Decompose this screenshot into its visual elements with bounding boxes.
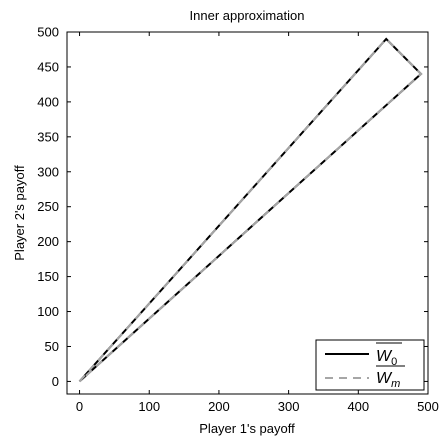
y-axis-label: Player 2's payoff [12,165,27,261]
x-tick-label: 200 [208,399,230,414]
axis-ticks: 0 100 200 300 400 500 0 50 100 150 200 250 300 350 400… [37,25,439,415]
y-tick-label: 350 [37,129,59,144]
y-tick-label: 450 [37,59,59,74]
y-tick-label: 300 [37,164,59,179]
x-axis-label: Player 1's payoff [199,421,295,436]
x-tick-label: 100 [138,399,160,414]
legend-label-wm-main: W [376,370,393,387]
series-line-wm [78,37,423,383]
legend-label-w0-sub: 0 [391,356,397,368]
y-tick-label: 0 [52,374,59,389]
series-group [78,37,423,383]
legend-label-w0: W0 [376,348,397,368]
legend-label-w0-main: W [376,348,393,365]
y-tick-label: 100 [37,304,59,319]
y-tick-label: 150 [37,269,59,284]
series-line-w0 [78,37,423,383]
y-tick-label: 400 [37,94,59,109]
y-tick-label: 250 [37,199,59,214]
y-tick-label: 200 [37,234,59,249]
legend: W0 Wm [315,339,425,391]
legend-label-wm-sub: m [391,378,400,390]
y-tick-label: 50 [45,339,59,354]
plot-frame [66,31,429,395]
legend-label-wm: Wm [376,370,400,390]
x-tick-label: 0 [76,399,83,414]
legend-box [315,339,425,391]
x-tick-label: 300 [278,399,300,414]
y-tick-label: 500 [37,25,59,40]
x-tick-label: 500 [417,399,439,414]
chart-title: Inner approximation [190,8,305,23]
x-tick-label: 400 [347,399,369,414]
